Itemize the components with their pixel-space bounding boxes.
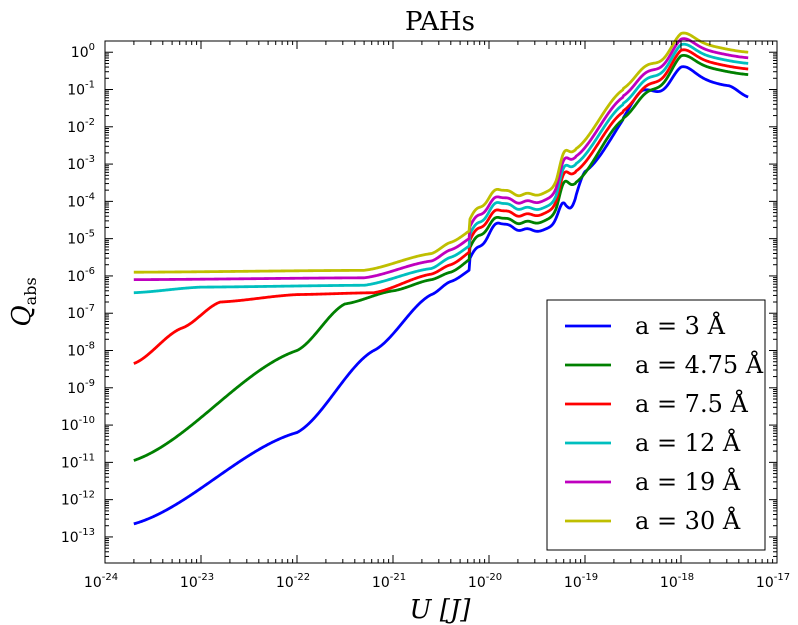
y-tick-label: 10-8 (67, 341, 95, 360)
y-tick-label: 10-6 (67, 266, 95, 285)
axes: 10-24 10-23 10-22 10-21 10-20 10-19 10-18 10-17… (61, 40, 790, 591)
y-tick-label: 10-3 (67, 154, 95, 173)
x-axis-label: U [J] (410, 595, 472, 625)
legend-box (546, 299, 766, 551)
x-tick-label: 10-24 (84, 572, 118, 591)
legend-label-4: a = 12 Å (635, 428, 741, 457)
series-line-3 (133, 48, 749, 365)
y-tick-label: 10-9 (67, 378, 95, 397)
y-tick-label: 10-1 (67, 80, 95, 99)
y-tick-label: 10-11 (61, 452, 95, 471)
y-tick-label: 10-2 (67, 117, 95, 136)
chart-title: PAHs (405, 7, 475, 37)
x-tick-label: 10-20 (468, 572, 502, 591)
y-tick-label: 10-4 (67, 191, 95, 210)
y-tick-label: 10-13 (61, 527, 95, 546)
x-tick-label: 10-22 (276, 572, 310, 591)
y-tick-label: 10-5 (67, 229, 95, 248)
series-line-4 (133, 42, 749, 295)
legend-label-6: a = 30 Å (635, 506, 741, 535)
x-tick-label: 10-19 (564, 572, 598, 591)
x-tick-label: 10-21 (372, 572, 406, 591)
x-tick-label: 10-17 (756, 572, 790, 591)
series-line-1 (133, 65, 749, 526)
plot-area (133, 31, 749, 526)
series-line-5 (133, 37, 749, 282)
y-tick-label: 10-7 (67, 303, 95, 322)
legend: a = 3 Å a = 4.75 Å a = 7.5 Å a = 12 Å a = 19… (546, 299, 766, 551)
x-tick-label: 10-18 (660, 572, 694, 591)
legend-label-1: a = 3 Å (635, 311, 726, 340)
y-axis-label: Qabs (7, 277, 40, 326)
series-line-2 (133, 54, 749, 462)
svg-text:Qabs: Qabs (7, 277, 40, 326)
legend-label-2: a = 4.75 Å (635, 350, 764, 379)
y-tick-label: 100 (71, 42, 95, 61)
series-line-6 (133, 31, 749, 274)
legend-label-3: a = 7.5 Å (635, 389, 748, 418)
y-tick-label: 10-10 (61, 415, 95, 434)
y-tick-label: 10-12 (61, 490, 95, 509)
x-tick-label: 10-23 (180, 572, 214, 591)
legend-label-5: a = 19 Å (635, 467, 741, 496)
